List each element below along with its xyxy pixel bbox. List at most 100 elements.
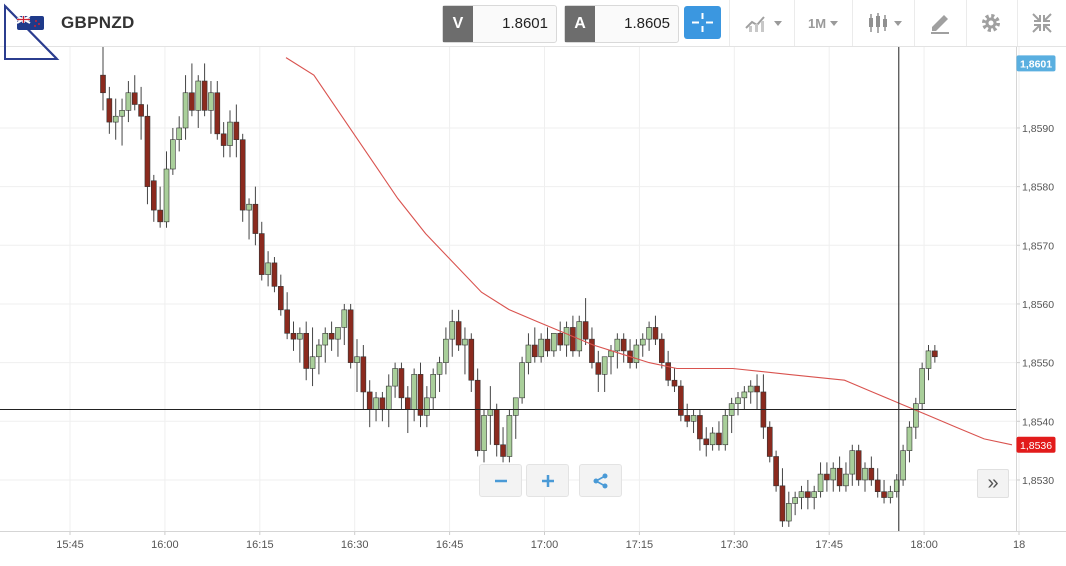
bullish-candle: [297, 332, 303, 340]
bearish-candle: [271, 262, 278, 287]
indicators-icon: [745, 16, 765, 32]
bullish-candle: [576, 321, 583, 352]
price-chart[interactable]: 15:45 16:00 16:15 16:30 16:45 17:00 17:15 17:30…: [0, 47, 1066, 566]
bearish-candle: [671, 379, 678, 387]
bearish-candle: [779, 485, 786, 522]
x-tick-label: 17:00: [531, 539, 559, 551]
chart-type-button[interactable]: [858, 5, 910, 41]
bearish-candle: [881, 491, 887, 498]
bullish-candle: [443, 338, 449, 363]
bullish-candle: [112, 115, 119, 123]
bullish-candle: [341, 309, 348, 328]
bullish-candle: [862, 467, 868, 481]
bullish-candle: [690, 415, 697, 422]
bullish-candle: [265, 262, 271, 275]
bearish-candle: [220, 133, 227, 146]
bearish-candle: [582, 321, 589, 340]
candlestick-icon: [869, 13, 887, 33]
bearish-candle: [366, 391, 373, 410]
bearish-candle: [836, 467, 843, 487]
bearish-candle: [697, 415, 703, 440]
bearish-candle: [595, 362, 602, 375]
bullish-candle: [246, 203, 252, 211]
drawing-tools-button[interactable]: [920, 5, 960, 41]
share-icon: [593, 473, 607, 488]
bullish-candle: [176, 127, 182, 140]
bearish-candle: [531, 344, 538, 358]
bid-quote[interactable]: V 1.8601: [442, 5, 557, 43]
bullish-candle: [900, 450, 906, 481]
bullish-candle: [462, 338, 468, 346]
instrument-symbol[interactable]: GBPNZD: [61, 13, 135, 32]
bullish-candle: [170, 139, 176, 170]
bearish-candle: [404, 397, 411, 410]
bullish-candle: [227, 121, 233, 146]
x-tick-label: 17:45: [815, 539, 843, 551]
bullish-candle: [830, 467, 837, 481]
bullish-candle: [430, 374, 437, 399]
bearish-candle: [805, 491, 811, 498]
y-tick-label: 1,8590: [1022, 123, 1054, 135]
moving-average-line: [285, 57, 1013, 446]
currency-flag-icon: [17, 16, 44, 30]
bearish-candle: [455, 321, 462, 346]
timeframe-label: 1M: [807, 15, 827, 31]
bearish-candle: [678, 385, 684, 416]
bearish-candle: [855, 450, 862, 481]
bullish-candle: [163, 168, 170, 223]
bearish-candle: [658, 338, 665, 363]
bullish-candle: [843, 473, 849, 487]
settings-button[interactable]: [971, 5, 1011, 41]
crosshair-icon: [692, 13, 713, 32]
zoom-out-button[interactable]: [479, 464, 522, 497]
x-tick-label: 17:15: [626, 539, 654, 551]
indicators-button[interactable]: [737, 5, 789, 41]
minus-icon: [494, 479, 507, 482]
bearish-candle: [417, 374, 424, 416]
timeframe-selector[interactable]: 1M: [799, 5, 847, 41]
bullish-candle: [385, 385, 392, 410]
bearish-candle: [868, 467, 875, 481]
bearish-candle: [157, 209, 163, 223]
ask-quote[interactable]: A 1.8605: [564, 5, 679, 43]
x-tick-label: 16:45: [436, 539, 464, 551]
ask-value: 1.8605: [624, 15, 670, 32]
x-tick-label: 16:30: [341, 539, 369, 551]
bullish-candle: [817, 473, 824, 492]
bullish-candle: [811, 491, 818, 498]
bullish-candle: [182, 92, 189, 129]
scroll-to-latest-button[interactable]: »: [977, 469, 1009, 498]
collapse-button[interactable]: [1022, 5, 1062, 41]
bullish-candle: [722, 415, 729, 446]
zoom-in-button[interactable]: [526, 464, 569, 497]
bullish-candle: [373, 397, 379, 410]
bullish-candle: [614, 338, 621, 352]
bearish-candle: [347, 309, 354, 363]
bullish-candle: [601, 356, 608, 375]
bullish-candle: [646, 327, 652, 340]
bearish-candle: [277, 286, 284, 311]
bearish-candle: [570, 327, 576, 352]
crosshair-button[interactable]: [684, 6, 721, 39]
x-tick-label: 18: [1013, 539, 1025, 551]
bearish-candle: [290, 332, 297, 340]
bearish-candle: [214, 92, 221, 135]
bearish-candle: [138, 104, 144, 117]
gear-icon: [982, 14, 1000, 32]
bearish-candle: [544, 338, 551, 352]
bullish-candle: [436, 362, 443, 375]
x-tick-label: 15:45: [56, 539, 84, 551]
bullish-candle: [709, 432, 716, 446]
bullish-candle: [608, 350, 614, 358]
bearish-candle: [252, 203, 259, 234]
y-tick-label: 1,8570: [1022, 240, 1054, 252]
bullish-candle: [538, 338, 544, 358]
y-tick-label: 1,8550: [1022, 358, 1054, 370]
current-price-label: 1,8601: [1020, 58, 1052, 70]
bearish-candle: [379, 397, 386, 410]
share-button[interactable]: [579, 464, 622, 497]
bearish-candle: [620, 338, 627, 352]
bullish-candle: [919, 368, 925, 404]
collapse-icon: [1032, 13, 1052, 33]
x-tick-label: 17:30: [721, 539, 749, 551]
